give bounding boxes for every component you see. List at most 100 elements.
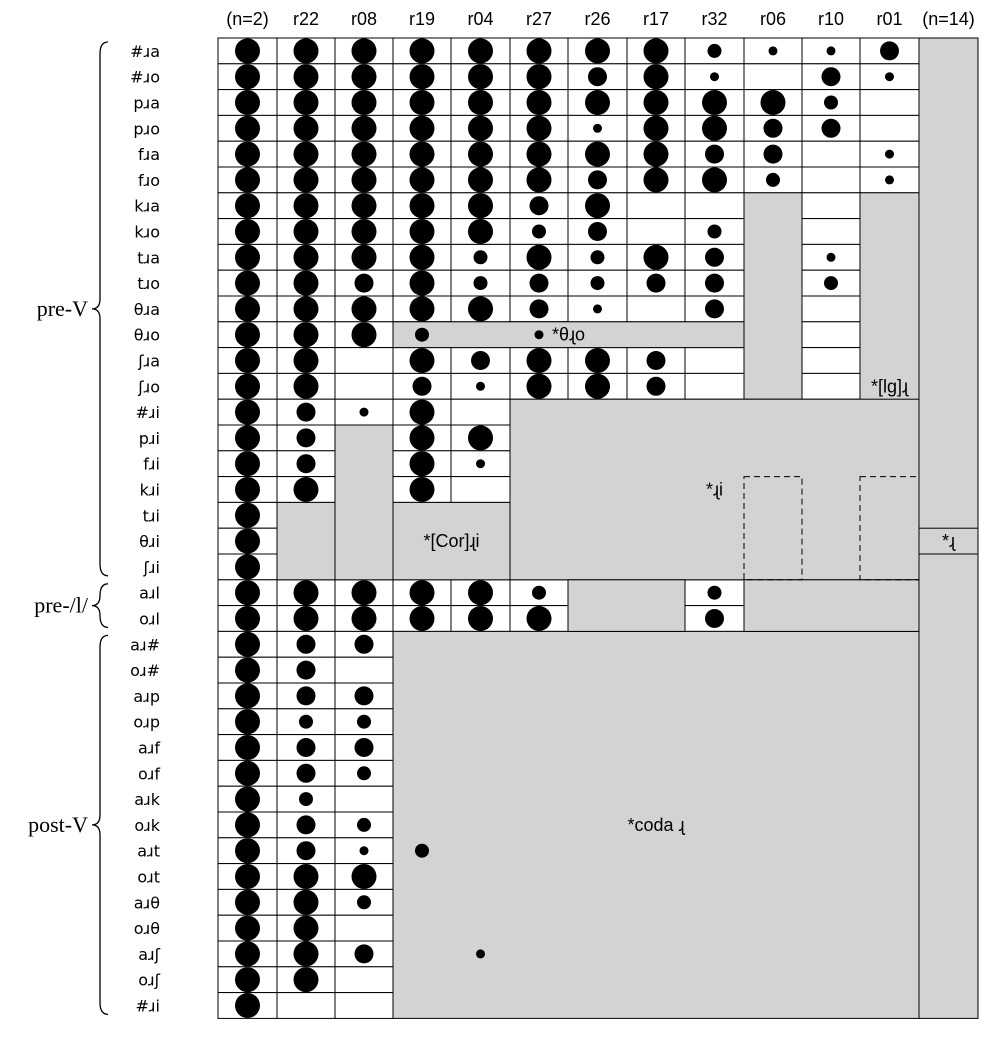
dot-r35-c0 <box>235 941 260 967</box>
column-header-9: r06 <box>760 9 786 29</box>
dot-r16-c4 <box>476 459 485 469</box>
row-label-31: aɹt <box>137 842 160 861</box>
dot-r4-c5 <box>526 141 552 167</box>
dot-r7-c0 <box>235 219 260 244</box>
dot-r11-c0 <box>235 322 260 348</box>
column-header-0: (n=2) <box>226 9 269 29</box>
row-label-12: ʃɹa <box>137 352 160 371</box>
cell-r7-c10 <box>801 218 861 245</box>
dot-r14-c2 <box>359 407 369 417</box>
dot-r0-c2 <box>351 38 377 64</box>
row-label-23: aɹ# <box>130 635 160 654</box>
cell-r17-c4 <box>450 476 511 503</box>
dot-r8-c3 <box>409 244 435 270</box>
row-label-27: aɹf <box>138 739 160 758</box>
row-label-37: #ɹi <box>136 997 160 1016</box>
dot-r2-c7 <box>643 90 669 115</box>
row-label-4: fɹa <box>138 145 160 164</box>
dot-r6-c0 <box>235 193 260 219</box>
dot-r25-c1 <box>296 686 316 706</box>
dot-r10-c3 <box>409 296 435 322</box>
dot-r32-c2 <box>351 864 377 889</box>
dot-r3-c5 <box>526 115 552 141</box>
row-label-36: oɹʃ <box>138 971 160 990</box>
dot-r29-c1 <box>299 792 313 807</box>
dot-r12-c3 <box>409 348 435 373</box>
column-header-6: r26 <box>584 9 610 29</box>
dot-r24-c1 <box>296 660 316 680</box>
dot-r31-c2 <box>359 846 369 856</box>
row-label-35: aɹʃ <box>138 945 160 964</box>
dot-r1-c10 <box>821 67 841 87</box>
dot-r22-c5 <box>526 606 552 631</box>
dot-r21-c5 <box>532 585 546 600</box>
column-header-5: r27 <box>526 9 552 29</box>
dot-r20-c0 <box>235 554 260 580</box>
dot-r14-c0 <box>235 399 260 425</box>
labels-layer: *ɻ *[lg]ɻ *θɻo *ɻi *[Cor]ɻi *coda ɻ (n=2) r22 r0… <box>28 9 975 1016</box>
column-header-10: r10 <box>818 9 844 29</box>
dot-r26-c1 <box>299 714 313 729</box>
dot-r2-c5 <box>526 90 552 115</box>
cell-r1-c9 <box>743 63 803 91</box>
dot-r4-c1 <box>293 141 319 167</box>
cell-r6-c8 <box>684 192 745 220</box>
dot-r1-c4 <box>468 64 493 90</box>
region-label-2: *[lg]ɻ <box>871 376 909 396</box>
column-header-2: r08 <box>351 9 377 29</box>
cell-r13-c2 <box>334 372 394 400</box>
cell-r5-c10 <box>801 166 861 194</box>
dot-r13-c4 <box>476 381 485 391</box>
dot-r3-c8 <box>702 115 727 141</box>
dot-r7-c6 <box>588 222 607 241</box>
excluded-regions <box>276 37 979 1019</box>
dot-r1-c11 <box>885 72 894 82</box>
dot-r9-c2 <box>354 273 374 293</box>
region-label-9: *coda ɻ <box>627 815 685 835</box>
dot-r34-c0 <box>235 915 260 941</box>
dot-r3-c0 <box>235 115 260 141</box>
dot-r21-c1 <box>293 580 319 606</box>
row-label-0: #ɹa <box>130 42 160 61</box>
dot-r18-c0 <box>235 502 260 528</box>
dot-r3-c1 <box>293 115 319 141</box>
group-brace-1 <box>91 583 109 629</box>
cell-r36-c2 <box>334 966 394 994</box>
row-label-6: kɹa <box>134 197 160 216</box>
dot-r1-c0 <box>235 64 260 90</box>
dot-r15-c4 <box>468 425 493 451</box>
dot-r5-c1 <box>293 167 319 193</box>
dot-r8-c2 <box>351 244 377 270</box>
row-label-34: oɹθ <box>134 919 160 938</box>
dot-r25-c2 <box>354 686 374 706</box>
dot-r6-c2 <box>351 193 377 219</box>
row-label-24: oɹ# <box>130 661 160 680</box>
dot-r2-c6 <box>585 90 610 115</box>
region-label-1: *ɻ <box>942 531 956 551</box>
row-label-16: fɹi <box>143 455 160 474</box>
dot-r2-c10 <box>824 95 838 110</box>
dot-r5-c8 <box>702 167 727 193</box>
dot-r23-c2 <box>354 634 374 654</box>
dot-r21-c8 <box>707 585 722 600</box>
cell-r11-c10 <box>801 321 861 349</box>
dot-r0-c8 <box>707 43 722 58</box>
row-label-26: oɹp <box>133 713 160 732</box>
dot-r8-c10 <box>826 252 836 262</box>
dot-r1-c8 <box>710 72 719 82</box>
dot-r7-c8 <box>707 224 722 239</box>
dot-r33-c1 <box>293 889 319 915</box>
dot-r4-c8 <box>705 144 724 164</box>
row-label-2: pɹa <box>133 94 160 113</box>
dot-r12-c1 <box>293 348 319 373</box>
row-label-18: tɹi <box>143 506 160 525</box>
dot-r3-c3 <box>409 115 435 141</box>
dot-r0-c4 <box>468 38 493 64</box>
group-brace-0 <box>91 41 109 577</box>
dot-r5-c9 <box>766 172 780 187</box>
dot-r8-c5 <box>526 244 552 270</box>
row-label-33: aɹθ <box>134 893 160 912</box>
dot-r11-c3 <box>415 327 429 342</box>
row-label-5: fɹo <box>138 171 160 190</box>
cell-r12-c10 <box>801 347 861 374</box>
